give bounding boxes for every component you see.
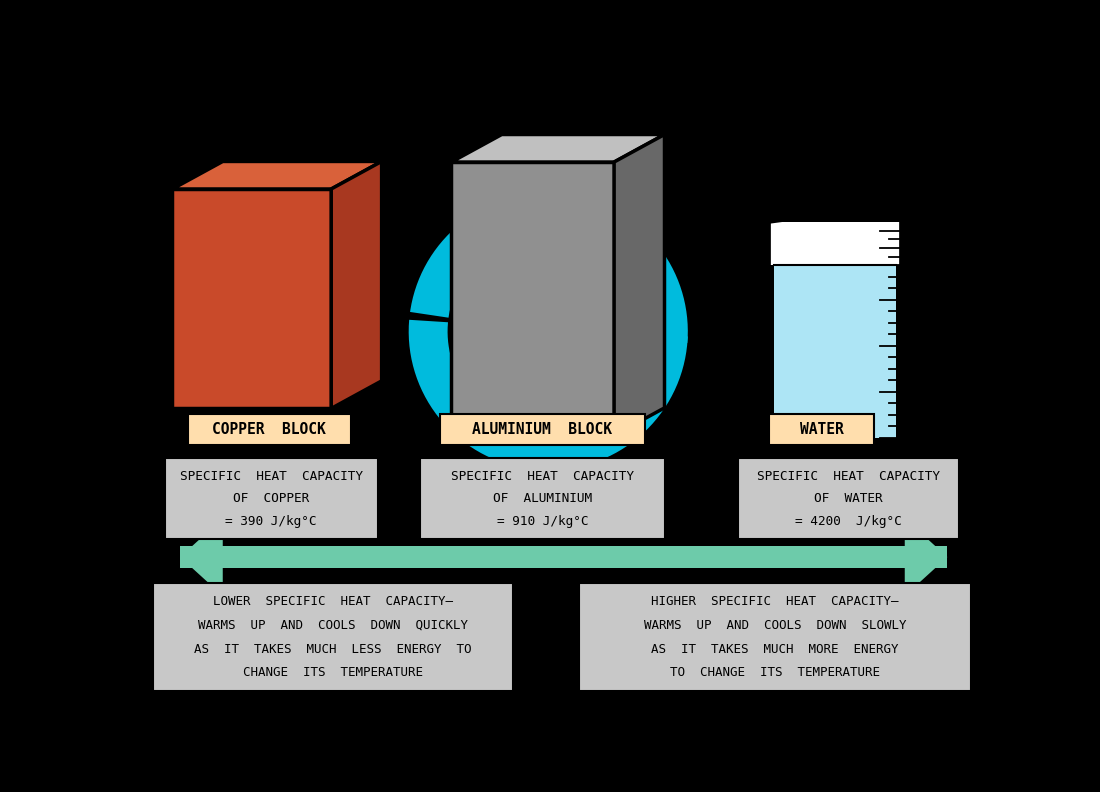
Text: = 390 J/kg°C: = 390 J/kg°C <box>226 516 317 528</box>
Text: AS  IT  TAKES  MUCH  LESS  ENERGY  TO: AS IT TAKES MUCH LESS ENERGY TO <box>195 642 472 656</box>
Text: SPECIFIC  HEAT  CAPACITY: SPECIFIC HEAT CAPACITY <box>451 470 634 482</box>
Text: SPECIFIC  HEAT  CAPACITY: SPECIFIC HEAT CAPACITY <box>179 470 363 482</box>
Text: HIGHER  SPECIFIC  HEAT  CAPACITY–: HIGHER SPECIFIC HEAT CAPACITY– <box>651 595 899 607</box>
Text: LOWER  SPECIFIC  HEAT  CAPACITY–: LOWER SPECIFIC HEAT CAPACITY– <box>213 595 453 607</box>
Text: CHANGE  ITS  TEMPERATURE: CHANGE ITS TEMPERATURE <box>243 666 424 680</box>
FancyBboxPatch shape <box>153 583 514 691</box>
Text: WATER: WATER <box>800 421 844 436</box>
FancyBboxPatch shape <box>769 413 873 444</box>
Text: WARMS  UP  AND  COOLS  DOWN  QUICKLY: WARMS UP AND COOLS DOWN QUICKLY <box>198 619 469 632</box>
Text: WARMS  UP  AND  COOLS  DOWN  SLOWLY: WARMS UP AND COOLS DOWN SLOWLY <box>644 619 906 632</box>
Polygon shape <box>773 265 896 438</box>
Text: AS  IT  TAKES  MUCH  MORE  ENERGY: AS IT TAKES MUCH MORE ENERGY <box>651 642 899 656</box>
FancyBboxPatch shape <box>165 459 377 539</box>
FancyBboxPatch shape <box>180 546 947 568</box>
Text: SPECIFIC  HEAT  CAPACITY: SPECIFIC HEAT CAPACITY <box>757 470 940 482</box>
FancyBboxPatch shape <box>580 583 970 691</box>
FancyBboxPatch shape <box>188 413 351 444</box>
Polygon shape <box>614 135 664 436</box>
Polygon shape <box>173 189 331 409</box>
Text: TO  CHANGE  ITS  TEMPERATURE: TO CHANGE ITS TEMPERATURE <box>670 666 880 680</box>
FancyBboxPatch shape <box>440 413 645 444</box>
Text: OF  ALUMINIUM: OF ALUMINIUM <box>493 493 592 505</box>
Text: ALUMINIUM  BLOCK: ALUMINIUM BLOCK <box>472 421 613 436</box>
Polygon shape <box>180 518 222 596</box>
Text: OF  WATER: OF WATER <box>814 493 883 505</box>
Polygon shape <box>451 162 614 436</box>
Text: COPPER  BLOCK: COPPER BLOCK <box>212 421 326 436</box>
FancyBboxPatch shape <box>738 459 959 539</box>
Text: = 910 J/kg°C: = 910 J/kg°C <box>497 516 588 528</box>
Polygon shape <box>769 222 901 265</box>
Polygon shape <box>331 162 382 409</box>
Text: OF  COPPER: OF COPPER <box>233 493 309 505</box>
Text: = 4200  J/kg°C: = 4200 J/kg°C <box>795 516 902 528</box>
Polygon shape <box>173 162 382 189</box>
Polygon shape <box>904 518 947 596</box>
FancyBboxPatch shape <box>420 459 664 539</box>
Polygon shape <box>451 135 664 162</box>
